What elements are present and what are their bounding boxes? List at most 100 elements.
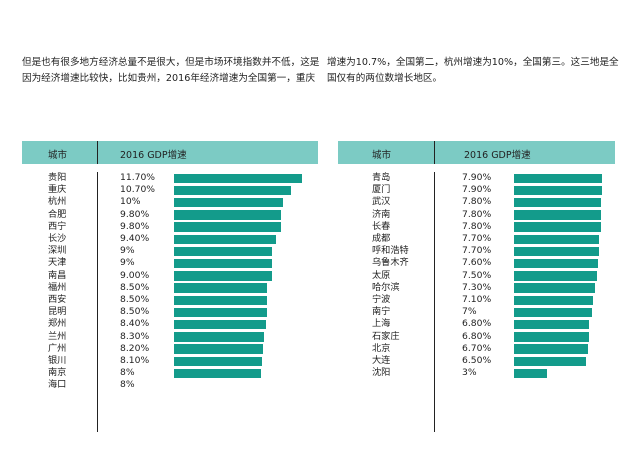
- gdp-growth-bar: [514, 258, 599, 269]
- gdp-growth-label: 3%: [462, 367, 477, 379]
- gdp-growth-label: 7.80%: [462, 196, 492, 208]
- gdp-growth-label: 6.80%: [462, 318, 492, 330]
- gdp-growth-label: 6.50%: [462, 355, 492, 366]
- gdp-growth-bar: [514, 368, 548, 379]
- gdp-growth-label: 7.70%: [462, 245, 492, 257]
- gdp-growth-bar: [514, 319, 590, 330]
- city-label: 兰州: [48, 330, 67, 342]
- table-row: 郑州 8.40%: [22, 318, 318, 330]
- table-row: 厦门 7.90%: [338, 184, 615, 196]
- gdp-growth-label: 7.80%: [462, 220, 492, 232]
- gdp-growth-label: 10%: [120, 196, 141, 208]
- gdp-growth-label: 9%: [120, 257, 135, 269]
- city-label: 昆明: [48, 306, 67, 318]
- city-label: 济南: [372, 208, 391, 220]
- header-divider: [434, 141, 435, 164]
- city-label: 广州: [48, 342, 67, 354]
- table-row: 石家庄 6.80%: [338, 331, 615, 343]
- table-row: 西宁 9.80%: [22, 221, 318, 233]
- city-label: 厦门: [372, 184, 391, 196]
- city-label: 成都: [372, 233, 391, 244]
- city-label: 重庆: [48, 184, 67, 196]
- gdp-growth-bar: [174, 173, 302, 183]
- gdp-growth-bar: [174, 295, 267, 305]
- gdp-growth-bar: [174, 185, 291, 196]
- city-label: 郑州: [48, 318, 67, 330]
- gdp-growth-bar: [514, 332, 590, 342]
- gdp-growth-bar: [174, 210, 281, 220]
- city-label: 青岛: [372, 172, 391, 183]
- column-header-city: 城市: [48, 150, 68, 161]
- table-row: 杭州 10%: [22, 196, 318, 208]
- gdp-growth-bar: [174, 332, 265, 342]
- table-row: 成都 7.70%: [338, 233, 615, 245]
- column-header-gdp: 2016 GDP增速: [464, 150, 531, 161]
- gdp-growth-label: 7.90%: [462, 172, 492, 183]
- gdp-growth-bar: [174, 283, 267, 293]
- city-label: 福州: [48, 281, 67, 293]
- city-label: 石家庄: [372, 330, 400, 342]
- body-divider: [434, 172, 435, 432]
- gdp-growth-bar: [514, 210, 601, 220]
- gdp-growth-bar: [514, 344, 589, 354]
- table-row: 合肥 9.80%: [22, 209, 318, 221]
- city-label: 长春: [372, 220, 391, 232]
- gdp-growth-bar: [174, 222, 281, 232]
- city-label: 宁波: [372, 294, 391, 305]
- table-row: 昆明 8.50%: [22, 306, 318, 318]
- table-row: 重庆 10.70%: [22, 184, 318, 196]
- table-row: 乌鲁木齐 7.60%: [338, 257, 615, 269]
- gdp-growth-bar: [514, 283, 596, 293]
- gdp-growth-bar: [514, 234, 600, 244]
- gdp-growth-bar: [174, 258, 273, 269]
- gdp-growth-bar: [514, 295, 593, 305]
- city-label: 大连: [372, 355, 391, 366]
- city-label: 南宁: [372, 306, 391, 318]
- table-row: 深圳 9%: [22, 245, 318, 257]
- gdp-growth-bar: [514, 246, 600, 257]
- table-header: 城市 2016 GDP增速: [22, 141, 318, 164]
- column-header-gdp: 2016 GDP增速: [120, 150, 187, 161]
- gdp-growth-label: 8.50%: [120, 306, 150, 318]
- gdp-growth-label: 9.80%: [120, 208, 150, 220]
- table-row: 上海 6.80%: [338, 318, 615, 330]
- city-label: 北京: [372, 342, 391, 354]
- gdp-growth-label: 8.50%: [120, 294, 150, 305]
- gdp-growth-label: 7.50%: [462, 269, 492, 281]
- gdp-growth-label: 7.70%: [462, 233, 492, 244]
- table-row: 北京 6.70%: [338, 343, 615, 355]
- table-row: 福州 8.50%: [22, 282, 318, 294]
- table-row: 呼和浩特 7.70%: [338, 245, 615, 257]
- city-label: 太原: [372, 269, 391, 281]
- gdp-growth-label: 9.80%: [120, 220, 150, 232]
- table-row: 南京 8%: [22, 367, 318, 379]
- city-label: 合肥: [48, 208, 67, 220]
- gdp-growth-bar: [514, 173, 602, 183]
- table-row: 宁波 7.10%: [338, 294, 615, 306]
- table-row: 海口 8%: [22, 379, 318, 391]
- city-label: 呼和浩特: [372, 245, 409, 257]
- city-label: 西安: [48, 294, 67, 305]
- gdp-growth-label: 8.40%: [120, 318, 150, 330]
- city-label: 银川: [48, 355, 67, 366]
- gdp-growth-label: 8.30%: [120, 330, 150, 342]
- table-row: 广州 8.20%: [22, 343, 318, 355]
- table-row: 济南 7.80%: [338, 209, 615, 221]
- table-row: 南宁 7%: [338, 306, 615, 318]
- gdp-growth-label: 7.30%: [462, 281, 492, 293]
- intro-paragraph-right: 增速为10.7%，全国第二，杭州增速为10%，全国第三。这三地是全国仅有的两位数…: [327, 57, 619, 84]
- gdp-growth-bar: [174, 319, 266, 330]
- gdp-growth-table-left: 城市 2016 GDP增速 贵阳 11.70% 重庆 10.70% 杭州 10% 合肥 9.8…: [22, 141, 318, 432]
- table-row: 南昌 9.00%: [22, 270, 318, 282]
- city-label: 南京: [48, 367, 67, 379]
- city-label: 杭州: [48, 196, 67, 208]
- table-row: 太原 7.50%: [338, 270, 615, 282]
- gdp-growth-label: 6.80%: [462, 330, 492, 342]
- table-body: 贵阳 11.70% 重庆 10.70% 杭州 10% 合肥 9.80% 西宁 9.80% 长沙 9.4…: [22, 172, 318, 432]
- city-label: 海口: [48, 379, 67, 391]
- city-label: 天津: [48, 257, 67, 269]
- gdp-growth-label: 8%: [120, 367, 135, 379]
- city-label: 上海: [372, 318, 391, 330]
- gdp-growth-label: 7.60%: [462, 257, 492, 269]
- gdp-growth-label: 9.40%: [120, 233, 150, 244]
